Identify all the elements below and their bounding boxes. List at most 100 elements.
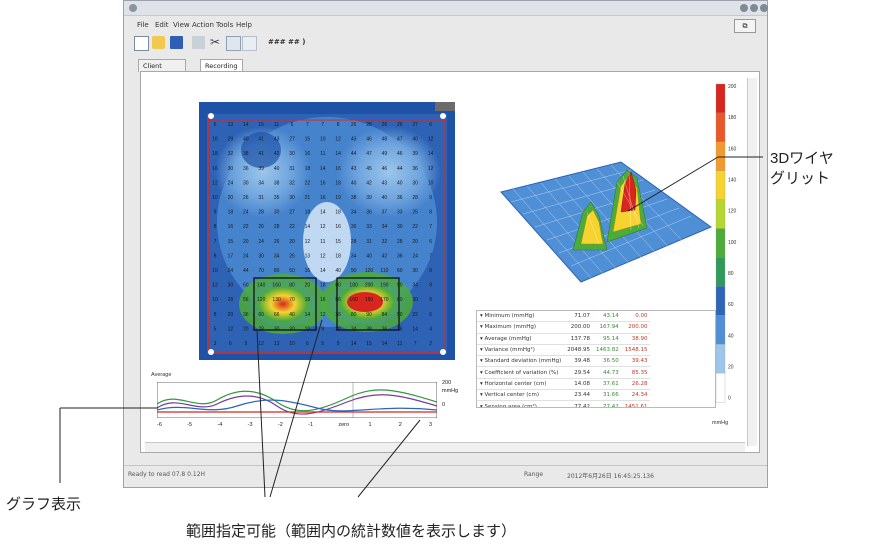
map-cell-value: 20 <box>228 195 234 201</box>
wire-3d-surface <box>500 161 713 283</box>
map-cell-value: 6 <box>429 312 432 318</box>
map-cell-value: 7 <box>214 239 217 245</box>
map-cell-value: 31 <box>289 166 295 172</box>
vertical-scrollbar[interactable] <box>747 78 757 446</box>
map-cell-value: 20 <box>243 326 249 332</box>
map-cell-value: 38 <box>351 195 357 201</box>
map-cell-value: 30 <box>228 283 234 289</box>
graph-x-tick: -3 <box>247 422 253 428</box>
map-cell-value: 36 <box>243 312 249 318</box>
map-cell-value: 47 <box>366 151 372 157</box>
map-cell-value: 16 <box>320 297 326 303</box>
map-cell-value: 15 <box>258 122 264 128</box>
graph-series-line <box>157 399 437 412</box>
map-cell-value: 11 <box>397 341 402 347</box>
table-row[interactable]: ▾ Variance (mmHg²) 2048.95 1463.82 1548.15 <box>477 344 651 357</box>
pressure-map[interactable]: 5 13 14 15 11 6 7 7 8 26 28 26 26 27 6 16 29 40 41 43 27 15 10… <box>199 102 455 360</box>
map-cell-value: 27 <box>289 137 295 143</box>
map-cell-value: 140 <box>257 283 266 289</box>
stat-label: ▾ Vertical center (cm) <box>477 389 565 402</box>
menu-help[interactable]: Help <box>236 21 252 29</box>
map-cell-value: 46 <box>382 166 388 172</box>
table-row[interactable]: ▾ Coefficient of variation (%) 29.54 44.73… <box>477 366 651 379</box>
maximize-button[interactable] <box>750 4 758 12</box>
map-cell-value: 43 <box>351 166 357 172</box>
map-cell-value: 14 <box>320 210 326 216</box>
menu-bar: File Edit View Action Tools Help ⧉ <box>124 19 767 35</box>
average-graph[interactable]: Average 200 mmHg 0 -6 -5 -4 -3 -2 -1 zero 1 2 3 <box>149 372 459 432</box>
stat-value-2: 95.14 <box>592 333 622 345</box>
map-cell-value: 41 <box>258 151 264 157</box>
map-cell-value: 26 <box>243 195 249 201</box>
paste-icon[interactable] <box>242 36 257 51</box>
map-cell-value: 20 <box>228 312 234 318</box>
map-cell-value: 18 <box>305 210 311 216</box>
map-cell-value: 10 <box>428 180 434 186</box>
map-cell-value: 16 <box>228 224 234 230</box>
stat-label: ▾ Sensing area (cm²) <box>477 400 565 407</box>
table-row[interactable]: ▾ Minimum (mmHg) 71.07 43.14 0.00 <box>477 311 651 323</box>
menu-tools[interactable]: Tools <box>216 21 234 29</box>
copy-icon[interactable] <box>226 36 241 51</box>
map-cell-value: 24 <box>412 253 418 259</box>
graph-x-axis: -6 -5 -4 -3 -2 -1 zero 1 2 3 <box>157 422 437 430</box>
table-row[interactable]: ▾ Standard deviation (mmHg) 39.48 36.50 39.… <box>477 355 651 368</box>
map-cell-value: 160 <box>349 297 358 303</box>
map-cell-value: 30 <box>258 253 264 259</box>
legend-tick-label: 100 <box>728 240 737 246</box>
map-cell-value: 9 <box>337 341 340 347</box>
map-cell-value: 30 <box>412 297 418 303</box>
map-cell-value: 19 <box>335 195 341 201</box>
callout-wire-line2: グリット <box>770 170 831 187</box>
cut-icon[interactable]: ✂ <box>210 35 221 49</box>
table-row[interactable]: ▾ Average (mmHg) 137.78 95.14 38.90 <box>477 333 651 345</box>
map-cell-value: 46 <box>397 151 403 157</box>
menu-action[interactable]: Action <box>192 21 214 29</box>
mdi-restore-button[interactable]: ⧉ <box>734 19 756 33</box>
table-row[interactable]: ▾ Maximum (mmHg) 200.00 167.94 200.00 <box>477 321 651 334</box>
stat-value-1: 77.42 <box>564 400 593 407</box>
print-icon[interactable] <box>192 36 205 49</box>
map-cell-value: 39 <box>412 151 418 157</box>
map-cell-value: 38 <box>274 180 280 186</box>
map-cell-value: 120 <box>365 268 374 274</box>
tab-recording[interactable]: Recording <box>200 59 243 72</box>
save-icon[interactable] <box>170 36 183 49</box>
map-cell-value: 33 <box>397 210 403 216</box>
map-cell-value: 84 <box>382 312 388 318</box>
map-cell-value: 8 <box>337 122 340 128</box>
map-cell-value: 16 <box>212 137 218 143</box>
map-cell-value: 6 <box>229 341 232 347</box>
menu-edit[interactable]: Edit <box>155 21 169 29</box>
map-cell-value: 42 <box>274 151 280 157</box>
map-cell-value: 22 <box>289 224 295 230</box>
menu-file[interactable]: File <box>137 21 149 29</box>
map-cell-value: 30 <box>412 268 418 274</box>
map-cell-value: 44 <box>397 166 403 172</box>
table-row[interactable]: ▾ Vertical center (cm) 23.44 31.66 24.34 <box>477 389 651 402</box>
map-cell-value: 7 <box>414 341 417 347</box>
table-row[interactable]: ▾ Horizontal center (cm) 14.08 37.61 26.28 <box>477 378 651 391</box>
map-cell-value: 7 <box>429 253 432 259</box>
map-cell-value: 60 <box>397 268 403 274</box>
menu-view[interactable]: View <box>173 21 190 29</box>
map-cell-value: 18 <box>335 180 341 186</box>
callout-wire-line1: 3Dワイヤ <box>770 150 834 167</box>
table-row[interactable]: ▾ Sensing area (cm²) 77.42 77.42 1451.61 <box>477 400 651 407</box>
stat-value-2: 1463.82 <box>592 344 622 357</box>
new-file-icon[interactable] <box>134 36 149 51</box>
stat-value-2: 43.14 <box>592 311 622 323</box>
wire-3d-view[interactable] <box>491 132 721 292</box>
map-cell-value: 5 <box>321 341 324 347</box>
map-cell-value: 9 <box>429 283 432 289</box>
map-cell-value: 26 <box>258 224 264 230</box>
map-cell-value: 8 <box>429 210 432 216</box>
close-button[interactable] <box>760 4 768 12</box>
horizontal-scrollbar[interactable] <box>145 442 745 452</box>
open-folder-icon[interactable] <box>152 36 165 49</box>
minimize-button[interactable] <box>740 4 748 12</box>
map-cell-value: 90 <box>397 283 403 289</box>
graph-x-tick: zero <box>338 422 350 428</box>
map-cell-value: 43 <box>351 137 357 143</box>
legend-unit: mmHg <box>712 420 729 426</box>
